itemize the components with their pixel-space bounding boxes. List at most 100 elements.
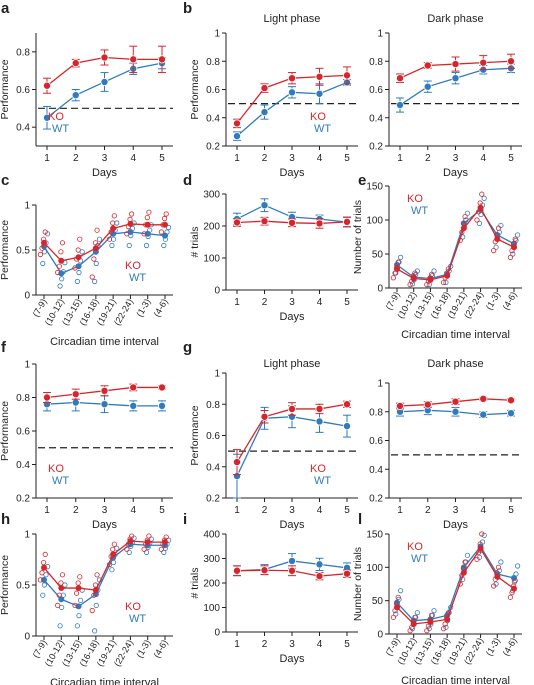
mean-point xyxy=(395,101,404,110)
individual-point xyxy=(146,533,152,539)
panel-g2: Dark phase 0.2 0.4 0.6 0.8 1 1 2 3 4 5 Days xyxy=(369,358,522,531)
x-tick-label: 4 xyxy=(317,639,323,650)
individual-point xyxy=(129,533,135,539)
individual-point xyxy=(495,564,502,570)
mean-point xyxy=(423,61,432,70)
individual-point xyxy=(412,614,418,620)
panel-letter-c: c xyxy=(1,172,9,189)
x-tick-label: (1-3) xyxy=(134,638,152,659)
individual-point xyxy=(74,623,80,629)
mean-point xyxy=(427,619,434,625)
y-tick-label: 1 xyxy=(377,379,383,390)
panel-letter-b1: b xyxy=(183,0,192,17)
series-wt xyxy=(43,393,166,414)
individual-point xyxy=(144,215,150,221)
x-axis-label: Days xyxy=(92,519,118,531)
individual-point xyxy=(89,607,95,614)
mean-point xyxy=(71,390,80,399)
x-tick-label: 4 xyxy=(480,153,486,164)
individual-point xyxy=(141,546,147,552)
individual-point xyxy=(124,546,130,552)
individual-point xyxy=(481,195,487,201)
x-axis-label: Days xyxy=(443,167,469,179)
individual-point xyxy=(412,270,418,276)
mean-point xyxy=(287,404,296,413)
x-tick-label: 1 xyxy=(234,153,240,164)
y-tick-label: 0.6 xyxy=(206,431,220,442)
mean-point xyxy=(43,113,52,122)
y-tick-label: 0.8 xyxy=(16,393,30,404)
x-tick-label: 3 xyxy=(102,153,108,164)
mean-point xyxy=(43,393,52,402)
individual-point xyxy=(141,231,147,237)
legend-ko: KO xyxy=(407,541,423,553)
mean-point xyxy=(315,417,324,426)
mean-point xyxy=(129,55,138,64)
mean-point xyxy=(427,276,434,283)
legend-wt: WT xyxy=(129,272,146,284)
y-tick-label: 200 xyxy=(203,222,220,233)
panel-g1: g Light phase 0.2 0.4 0.6 0.8 1 1 2 3 4 5 Performanc… xyxy=(183,339,358,531)
individual-point xyxy=(491,583,497,589)
y-tick-label: 0.4 xyxy=(16,460,30,471)
y-tick-label: 1 xyxy=(24,530,30,541)
mean-point xyxy=(315,404,324,413)
y-axis-label: Number of trials xyxy=(352,547,364,621)
y-tick-label: 0.4 xyxy=(369,465,383,476)
mean-point xyxy=(494,573,501,580)
panel-title: Light phase xyxy=(264,13,321,25)
x-tick-label: 2 xyxy=(73,505,79,516)
individual-point xyxy=(59,240,66,246)
series-ko xyxy=(390,531,518,634)
individual-point xyxy=(464,210,471,216)
x-tick-label: 4 xyxy=(317,153,323,164)
individual-point xyxy=(106,236,113,242)
y-tick-label: 0.2 xyxy=(206,142,220,153)
x-tick-label: 2 xyxy=(262,639,268,650)
individual-point xyxy=(91,592,97,598)
individual-point xyxy=(476,220,482,226)
mean-point xyxy=(394,265,400,272)
panel-letter-e: e xyxy=(358,172,366,189)
individual-point xyxy=(510,251,516,257)
individual-point xyxy=(57,623,63,629)
individual-point xyxy=(57,283,63,289)
x-axis-label: Days xyxy=(279,311,305,323)
legend-ko: KO xyxy=(125,601,141,613)
x-tick-label: 4 xyxy=(480,505,486,516)
individual-point xyxy=(161,242,167,249)
mean-point xyxy=(41,564,47,571)
individual-point xyxy=(92,628,98,634)
y-tick-label: 0.8 xyxy=(16,47,30,58)
mean-point xyxy=(232,132,241,141)
series-ko xyxy=(37,209,169,280)
mean-point xyxy=(395,74,404,83)
individual-point xyxy=(163,534,169,540)
mean-point xyxy=(232,458,241,467)
panel-e: e050100150(7-9)(10-12)(13-15)(16-18)(19-… xyxy=(352,172,522,341)
individual-point xyxy=(414,610,420,616)
mean-point xyxy=(71,398,80,407)
individual-point xyxy=(462,214,468,220)
mean-point xyxy=(71,91,80,100)
individual-point xyxy=(59,276,65,282)
legend-ko: KO xyxy=(407,193,423,205)
x-tick-label: 3 xyxy=(289,639,295,650)
individual-point xyxy=(55,269,61,276)
mean-point xyxy=(157,383,166,392)
x-tick-label: (1-3) xyxy=(484,636,502,657)
x-tick-label: 2 xyxy=(425,505,431,516)
x-axis-label: Days xyxy=(443,519,469,531)
individual-point xyxy=(40,559,47,566)
legend-wt: WT xyxy=(52,123,69,135)
individual-point xyxy=(440,279,447,286)
y-tick-label: 0.6 xyxy=(369,85,383,96)
individual-point xyxy=(474,556,480,562)
individual-point xyxy=(474,217,480,223)
individual-point xyxy=(491,248,497,254)
panel-letter-l: l xyxy=(358,511,362,528)
panel-c: c00.51(7-9)(10-12)(13-15)(16-18)(19-21)(… xyxy=(0,172,173,348)
individual-point xyxy=(514,232,521,238)
y-tick-label: 0.4 xyxy=(16,123,30,134)
